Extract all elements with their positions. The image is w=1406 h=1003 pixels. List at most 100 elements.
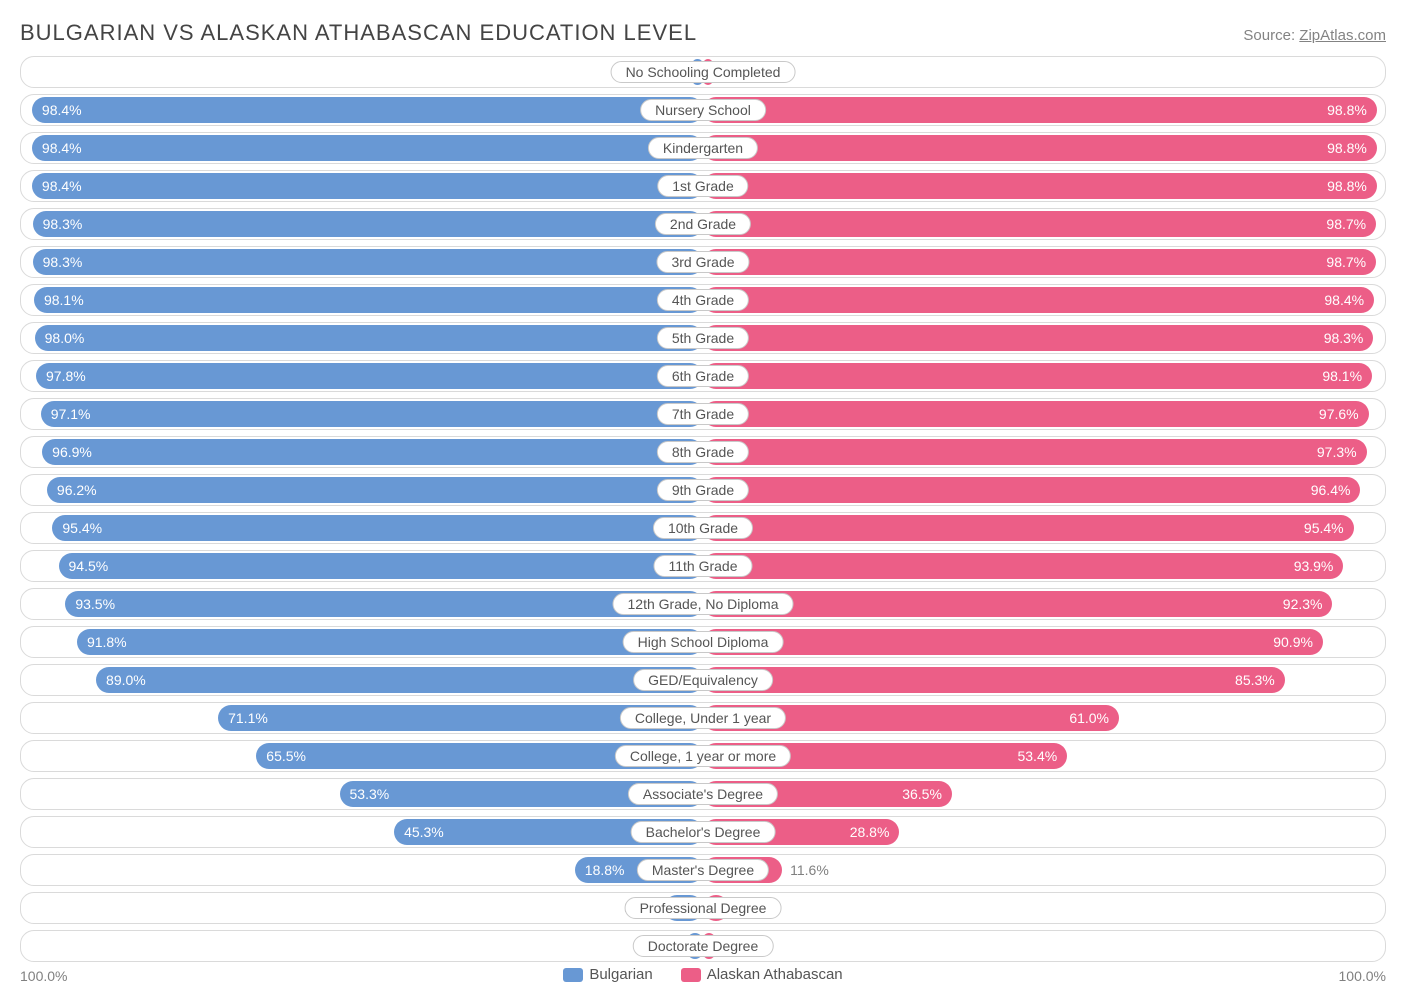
bar-left: 98.4% bbox=[32, 135, 703, 161]
axis-left-max: 100.0% bbox=[20, 968, 67, 984]
value-right: 11.6% bbox=[790, 862, 829, 878]
category-label: Nursery School bbox=[640, 99, 766, 121]
bar-left: 98.1% bbox=[34, 287, 703, 313]
bar-right: 98.7% bbox=[703, 249, 1376, 275]
value-left: 98.4% bbox=[42, 178, 82, 194]
category-label: Bachelor's Degree bbox=[631, 821, 776, 843]
bar-right: 98.8% bbox=[703, 135, 1377, 161]
bar-left: 96.9% bbox=[42, 439, 703, 465]
chart-title: BULGARIAN VS ALASKAN ATHABASCAN EDUCATIO… bbox=[20, 20, 697, 46]
bar-right: 93.9% bbox=[703, 553, 1343, 579]
value-right: 98.3% bbox=[1324, 330, 1364, 346]
value-left: 98.0% bbox=[45, 330, 85, 346]
chart-row: 98.4% 98.8% Nursery School bbox=[20, 94, 1386, 126]
chart-row: 65.5% 53.4% College, 1 year or more bbox=[20, 740, 1386, 772]
value-right: 98.8% bbox=[1327, 140, 1367, 156]
chart-header: BULGARIAN VS ALASKAN ATHABASCAN EDUCATIO… bbox=[20, 20, 1386, 46]
category-label: Associate's Degree bbox=[628, 783, 778, 805]
diverging-bar-chart: 1.6%1.5%No Schooling Completed 98.4% 98.8%… bbox=[20, 56, 1386, 962]
category-label: 6th Grade bbox=[657, 365, 749, 387]
value-left: 98.4% bbox=[42, 102, 82, 118]
category-label: 11th Grade bbox=[653, 555, 752, 577]
chart-row: 98.4%98.8%1st Grade bbox=[20, 170, 1386, 202]
bar-right: 98.7% bbox=[703, 211, 1376, 237]
value-left: 98.3% bbox=[43, 254, 83, 270]
chart-row: 91.8% 90.9% High School Diploma bbox=[20, 626, 1386, 658]
bar-left: 95.4% bbox=[52, 515, 703, 541]
bar-left: 98.4% bbox=[32, 173, 703, 199]
source-prefix: Source: bbox=[1243, 27, 1299, 44]
value-left: 98.3% bbox=[43, 216, 83, 232]
chart-row: 98.3% 98.7%2nd Grade bbox=[20, 208, 1386, 240]
category-label: 5th Grade bbox=[657, 327, 749, 349]
value-right: 53.4% bbox=[1017, 748, 1057, 764]
chart-row: 53.3% 36.5% Associate's Degree bbox=[20, 778, 1386, 810]
bar-right: 98.3% bbox=[703, 325, 1373, 351]
chart-row: 5.7%3.8%Professional Degree bbox=[20, 892, 1386, 924]
category-label: High School Diploma bbox=[623, 631, 784, 653]
chart-row: 93.5%92.3%12th Grade, No Diploma bbox=[20, 588, 1386, 620]
category-label: 9th Grade bbox=[657, 479, 749, 501]
chart-source: Source: ZipAtlas.com bbox=[1243, 27, 1386, 44]
bar-left: 98.3% bbox=[33, 211, 703, 237]
value-left: 18.8% bbox=[585, 862, 625, 878]
value-right: 95.4% bbox=[1304, 520, 1344, 536]
value-left: 91.8% bbox=[87, 634, 127, 650]
value-left: 95.4% bbox=[62, 520, 102, 536]
category-label: GED/Equivalency bbox=[633, 669, 773, 691]
bar-right: 96.4% bbox=[703, 477, 1360, 503]
bar-left: 98.3% bbox=[33, 249, 703, 275]
value-right: 98.8% bbox=[1327, 178, 1367, 194]
value-left: 98.1% bbox=[44, 292, 84, 308]
chart-row: 1.6%1.5%No Schooling Completed bbox=[20, 56, 1386, 88]
chart-row: 97.8%98.1%6th Grade bbox=[20, 360, 1386, 392]
value-right: 97.6% bbox=[1319, 406, 1359, 422]
value-left: 93.5% bbox=[75, 596, 115, 612]
bar-right: 98.4% bbox=[703, 287, 1374, 313]
value-left: 89.0% bbox=[106, 672, 146, 688]
value-left: 65.5% bbox=[266, 748, 306, 764]
category-label: 2nd Grade bbox=[655, 213, 751, 235]
value-left: 96.9% bbox=[52, 444, 92, 460]
value-right: 97.3% bbox=[1317, 444, 1357, 460]
chart-row: 89.0% 85.3% GED/Equivalency bbox=[20, 664, 1386, 696]
value-left: 96.2% bbox=[57, 482, 97, 498]
bar-left: 97.8% bbox=[36, 363, 703, 389]
bar-left: 98.0% bbox=[35, 325, 703, 351]
bar-left: 91.8% bbox=[77, 629, 703, 655]
value-left: 98.4% bbox=[42, 140, 82, 156]
axis-right-max: 100.0% bbox=[1339, 968, 1386, 984]
value-left: 94.5% bbox=[69, 558, 109, 574]
category-label: 10th Grade bbox=[653, 517, 753, 539]
category-label: 8th Grade bbox=[657, 441, 749, 463]
bar-right: 98.1% bbox=[703, 363, 1372, 389]
bar-right: 98.8% bbox=[703, 173, 1377, 199]
value-right: 36.5% bbox=[902, 786, 942, 802]
bar-right: 97.3% bbox=[703, 439, 1367, 465]
bar-left: 97.1% bbox=[41, 401, 703, 427]
category-label: Kindergarten bbox=[648, 137, 758, 159]
value-right: 85.3% bbox=[1235, 672, 1275, 688]
value-left: 97.1% bbox=[51, 406, 91, 422]
category-label: Professional Degree bbox=[625, 897, 782, 919]
category-label: No Schooling Completed bbox=[611, 61, 796, 83]
chart-row: 71.1%61.0%College, Under 1 year bbox=[20, 702, 1386, 734]
value-right: 90.9% bbox=[1273, 634, 1313, 650]
chart-row: 96.2% 96.4%9th Grade bbox=[20, 474, 1386, 506]
bar-left: 96.2% bbox=[47, 477, 703, 503]
value-right: 98.8% bbox=[1327, 102, 1367, 118]
chart-row: 45.3%28.8%Bachelor's Degree bbox=[20, 816, 1386, 848]
value-right: 92.3% bbox=[1283, 596, 1323, 612]
category-label: College, Under 1 year bbox=[620, 707, 786, 729]
source-link[interactable]: ZipAtlas.com bbox=[1299, 27, 1386, 44]
category-label: College, 1 year or more bbox=[615, 745, 791, 767]
value-right: 98.7% bbox=[1326, 254, 1366, 270]
value-left: 53.3% bbox=[350, 786, 390, 802]
bar-right: 92.3% bbox=[703, 591, 1332, 617]
value-right: 98.4% bbox=[1324, 292, 1364, 308]
bar-right: 90.9% bbox=[703, 629, 1323, 655]
bar-left: 94.5% bbox=[59, 553, 703, 579]
chart-row: 96.9% 97.3% 8th Grade bbox=[20, 436, 1386, 468]
value-left: 45.3% bbox=[404, 824, 444, 840]
bar-right: 95.4% bbox=[703, 515, 1354, 541]
